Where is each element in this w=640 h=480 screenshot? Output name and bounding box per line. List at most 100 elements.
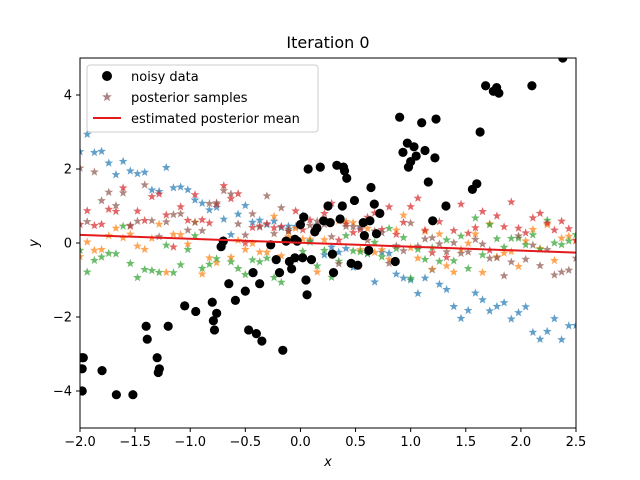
noisy-data-point (111, 390, 121, 400)
posterior-sample-star (118, 156, 128, 166)
noisy-data-point (441, 201, 451, 211)
x-tick-label: −1.0 (174, 435, 206, 450)
noisy-data-point (255, 279, 265, 289)
posterior-sample-star (226, 252, 236, 262)
posterior-sample-star (169, 210, 178, 219)
posterior-sample-star (269, 216, 279, 225)
posterior-sample-star (233, 189, 243, 198)
posterior-sample-star (557, 335, 566, 344)
noisy-data-point (395, 112, 405, 122)
posterior-sample-star (471, 223, 480, 232)
posterior-sample-star (391, 244, 401, 253)
posterior-sample-star (399, 233, 408, 242)
posterior-sample-star (176, 202, 185, 211)
posterior-sample-star (205, 253, 214, 262)
noisy-data-point (431, 114, 441, 124)
posterior-sample-star (80, 219, 85, 229)
posterior-sample-star (492, 234, 502, 243)
posterior-sample-star (205, 199, 214, 208)
posterior-sample-star (420, 254, 430, 264)
posterior-sample-star (248, 209, 257, 218)
posterior-sample-star (348, 222, 358, 231)
noisy-data-point (371, 229, 382, 239)
x-axis-label: x (323, 455, 332, 470)
noisy-data-point (292, 236, 302, 246)
posterior-sample-star (485, 220, 495, 229)
posterior-sample-star (161, 210, 171, 219)
posterior-sample-star (133, 206, 142, 215)
noisy-data-point (302, 290, 312, 300)
x-tick-label: −2.0 (64, 435, 96, 450)
posterior-sample-star (391, 269, 401, 278)
posterior-sample-star (248, 217, 257, 227)
noisy-data-point (312, 223, 322, 233)
posterior-sample-star (550, 238, 559, 247)
posterior-sample-star (528, 224, 538, 234)
posterior-sample-star (312, 216, 322, 225)
posterior-sample-star (104, 204, 114, 213)
posterior-sample-star (320, 208, 329, 218)
noisy-data-point (244, 325, 254, 335)
posterior-sample-star (298, 234, 308, 243)
posterior-sample-star (557, 233, 566, 242)
posterior-sample-star (255, 222, 265, 231)
posterior-sample-star (449, 226, 459, 235)
posterior-sample-star (176, 230, 185, 239)
posterior-sample-star (571, 253, 576, 262)
posterior-sample-star (140, 265, 150, 274)
posterior-sample-star (521, 228, 531, 237)
posterior-sample-star (190, 195, 200, 204)
posterior-sample-star (542, 326, 552, 336)
posterior-sample-star (320, 245, 329, 255)
posterior-sample-star (226, 189, 236, 198)
posterior-sample-star (413, 288, 423, 298)
posterior-sample-star (557, 240, 566, 249)
posterior-sample-star (442, 261, 451, 270)
y-axis-label: y (27, 239, 42, 248)
posterior-sample-star (420, 234, 430, 243)
posterior-sample-star (492, 253, 502, 262)
noisy-data-point (141, 321, 151, 331)
noisy-data-point (417, 118, 427, 128)
noisy-data-point (328, 268, 339, 278)
posterior-sample-star (233, 209, 243, 218)
noisy-data-point (80, 353, 88, 363)
posterior-sample-star (125, 220, 135, 229)
posterior-sample-star (118, 233, 128, 242)
posterior-sample-star (104, 158, 114, 167)
posterior-sample-star (521, 302, 531, 311)
posterior-sample-star (348, 228, 358, 237)
noisy-data-point (295, 219, 306, 230)
posterior-sample-star (514, 223, 523, 232)
posterior-sample-star (557, 216, 566, 225)
posterior-sample-star (233, 219, 243, 228)
posterior-sample-star (82, 217, 92, 226)
x-tick-label: 1.0 (400, 435, 421, 450)
posterior-sample-star (435, 279, 444, 288)
posterior-sample-star (147, 185, 157, 194)
noisy-data-point (230, 295, 241, 305)
posterior-sample-star (471, 213, 480, 222)
posterior-sample-star (528, 327, 538, 336)
posterior-sample-star (384, 258, 394, 268)
posterior-sample-star (226, 230, 236, 239)
posterior-sample-star (571, 230, 576, 239)
posterior-sample-star (212, 202, 221, 212)
posterior-sample-star (305, 215, 315, 224)
posterior-sample-star (97, 245, 106, 254)
posterior-sample-star (255, 257, 265, 266)
noisy-data-point (191, 306, 201, 317)
posterior-sample-star (154, 267, 164, 277)
noisy-data-point (163, 321, 173, 331)
posterior-sample-star (514, 308, 523, 317)
posterior-sample-star (226, 257, 236, 266)
posterior-sample-star (125, 166, 135, 175)
noisy-data-point (80, 386, 87, 396)
axis-ticks: −2.0 −1.5 −1.0 −0.5 0.0 0.5 1.0 1.5 2.0 2.5 −4 −2 0 2… (53, 89, 587, 451)
noisy-data-point (366, 182, 376, 193)
noisy-data-point (481, 81, 491, 91)
noisy-data-point (224, 279, 234, 289)
posterior-sample-star (298, 246, 308, 256)
posterior-sample-star (90, 255, 99, 265)
